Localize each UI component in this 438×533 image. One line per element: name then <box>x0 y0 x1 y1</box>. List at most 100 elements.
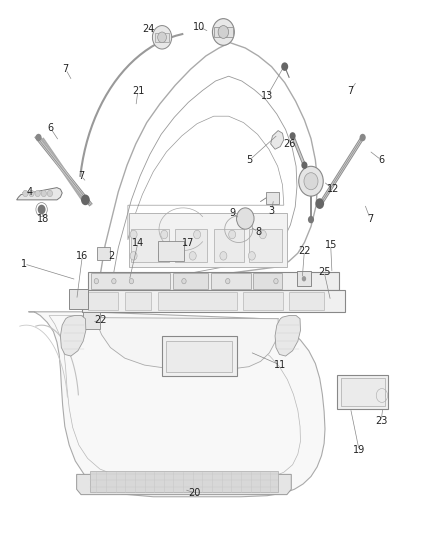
Circle shape <box>35 134 42 141</box>
Circle shape <box>220 252 227 260</box>
Text: 7: 7 <box>367 214 373 223</box>
Circle shape <box>159 252 166 260</box>
Circle shape <box>304 173 318 190</box>
Bar <box>97 247 110 260</box>
Circle shape <box>360 134 366 141</box>
Bar <box>341 378 385 406</box>
Text: 2: 2 <box>109 251 115 261</box>
Circle shape <box>173 352 178 359</box>
Circle shape <box>212 19 234 45</box>
Circle shape <box>221 352 226 359</box>
Circle shape <box>41 190 46 197</box>
Bar <box>337 375 388 409</box>
Text: 4: 4 <box>27 187 33 197</box>
Text: 3: 3 <box>268 206 275 215</box>
Bar <box>243 292 283 310</box>
Circle shape <box>182 278 186 284</box>
Text: 20: 20 <box>189 488 201 498</box>
Polygon shape <box>60 316 86 356</box>
Text: 21: 21 <box>132 86 144 95</box>
Bar <box>162 336 237 376</box>
Bar <box>91 273 170 289</box>
Text: 11: 11 <box>274 360 286 370</box>
Circle shape <box>248 252 255 260</box>
Polygon shape <box>95 318 278 369</box>
Bar <box>166 341 232 372</box>
Bar <box>129 213 287 266</box>
Bar <box>125 292 151 310</box>
Bar <box>253 273 282 289</box>
Polygon shape <box>77 474 291 495</box>
Circle shape <box>259 230 266 239</box>
Circle shape <box>129 278 134 284</box>
Circle shape <box>112 278 116 284</box>
Circle shape <box>189 252 196 260</box>
Polygon shape <box>28 312 325 497</box>
Text: 13: 13 <box>261 91 273 101</box>
Circle shape <box>281 62 288 71</box>
Text: 15: 15 <box>325 240 337 250</box>
Text: 25: 25 <box>318 267 330 277</box>
Circle shape <box>94 278 99 284</box>
Text: 5: 5 <box>247 155 253 165</box>
Polygon shape <box>17 188 62 200</box>
Text: 14: 14 <box>132 238 144 247</box>
Circle shape <box>35 190 40 197</box>
Text: 18: 18 <box>37 214 49 223</box>
Text: 22: 22 <box>95 315 107 325</box>
Bar <box>158 241 184 261</box>
Text: 16: 16 <box>76 251 88 261</box>
Circle shape <box>38 205 46 214</box>
Text: 23: 23 <box>375 416 387 426</box>
Circle shape <box>218 26 229 38</box>
Circle shape <box>308 216 314 223</box>
Bar <box>155 33 169 42</box>
Circle shape <box>229 230 236 239</box>
Text: 19: 19 <box>353 446 365 455</box>
Circle shape <box>130 230 137 239</box>
Bar <box>69 289 88 309</box>
Text: 9: 9 <box>229 208 235 218</box>
Bar <box>173 273 208 289</box>
Text: 7: 7 <box>63 64 69 74</box>
Polygon shape <box>271 131 284 149</box>
Circle shape <box>29 190 34 197</box>
Circle shape <box>194 230 201 239</box>
Bar <box>88 292 118 310</box>
Bar <box>82 290 345 312</box>
Bar <box>131 229 169 262</box>
Circle shape <box>81 195 90 205</box>
Text: 7: 7 <box>347 86 353 95</box>
Bar <box>211 273 251 289</box>
Circle shape <box>237 208 254 229</box>
Circle shape <box>152 26 172 49</box>
Text: 22: 22 <box>298 246 311 255</box>
Circle shape <box>158 32 166 43</box>
Text: 26: 26 <box>283 139 295 149</box>
Text: 8: 8 <box>255 227 261 237</box>
Circle shape <box>301 161 307 169</box>
Circle shape <box>47 190 53 197</box>
Bar <box>88 272 339 290</box>
Text: 1: 1 <box>21 259 27 269</box>
Text: 6: 6 <box>47 123 53 133</box>
Circle shape <box>130 252 137 260</box>
Circle shape <box>299 166 323 196</box>
Circle shape <box>226 278 230 284</box>
Circle shape <box>378 391 385 400</box>
Circle shape <box>315 198 324 209</box>
Text: 12: 12 <box>327 184 339 194</box>
Bar <box>158 292 237 310</box>
Bar <box>249 229 282 262</box>
Circle shape <box>290 132 296 140</box>
Bar <box>175 229 207 262</box>
Bar <box>289 292 324 310</box>
Circle shape <box>274 278 278 284</box>
Bar <box>214 27 233 37</box>
Bar <box>83 312 100 329</box>
Bar <box>266 192 279 204</box>
Bar <box>214 229 244 262</box>
Text: 24: 24 <box>143 25 155 34</box>
Text: 10: 10 <box>193 22 205 31</box>
Text: 17: 17 <box>182 238 194 247</box>
